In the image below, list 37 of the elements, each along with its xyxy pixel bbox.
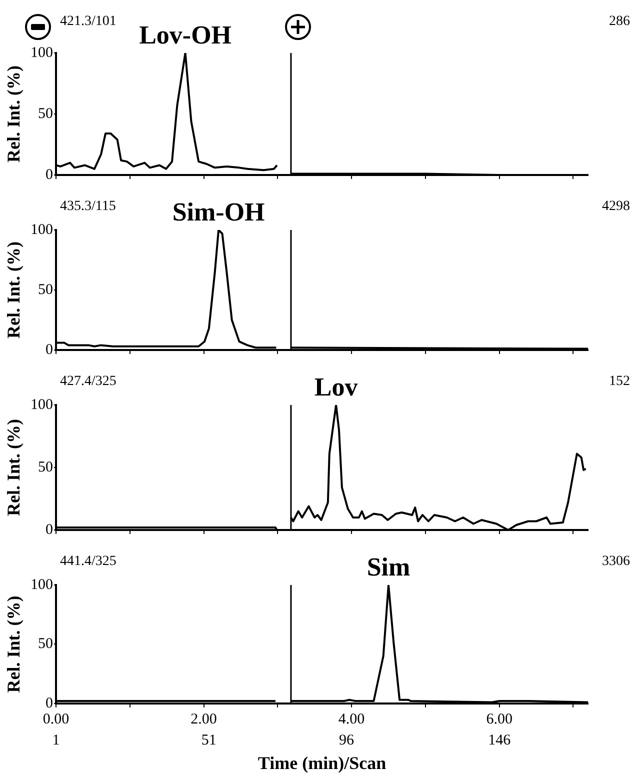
y-tick-label: 0	[46, 695, 53, 712]
y-tick-label: 0	[46, 342, 53, 358]
y-tick-label: 100	[30, 222, 53, 238]
x-tick-label: 0.00	[42, 711, 70, 728]
y-tick-label: 50	[38, 636, 53, 652]
x-axis-title: Time (min)/Scan	[258, 752, 386, 773]
text: 427.4/325	[60, 374, 116, 390]
text: 435.3/115	[60, 199, 116, 215]
y-tick-label: 100	[30, 44, 53, 61]
y-axis-title: Rel. Int. (%)	[3, 596, 24, 693]
y-tick-label: 50	[38, 282, 53, 298]
x2-tick-label: 96	[338, 732, 354, 748]
y-tick-label: 50	[38, 459, 53, 476]
annotation: Sim	[366, 552, 411, 582]
y-tick-label: 50	[38, 106, 53, 122]
x-tick-label: 2.00	[190, 711, 217, 728]
text: 3306	[602, 554, 630, 570]
y-tick-label: 100	[30, 396, 53, 413]
y-axis-title: Rel. Int. (%)	[3, 419, 24, 516]
x2-tick-label: 51	[201, 732, 216, 748]
text: 441.4/325	[60, 554, 116, 570]
y-tick-label: 100	[30, 576, 53, 593]
x2-tick-label: 1	[52, 732, 60, 748]
text: 152	[609, 374, 630, 390]
text: 4298	[602, 199, 630, 215]
text: 421.3/101	[60, 14, 116, 30]
text: 286	[609, 14, 630, 30]
x-tick-label: 4.00	[338, 711, 365, 728]
x-tick-label: 6.00	[486, 711, 512, 728]
x2-tick-label: 146	[488, 732, 512, 748]
y-axis-title: Rel. Int. (%)	[3, 242, 24, 338]
annotation: Lov-OH	[139, 20, 232, 50]
annotation: Lov	[314, 372, 358, 402]
y-tick-label: 0	[46, 166, 53, 183]
y-axis-title: Rel. Int. (%)	[3, 66, 24, 162]
annotation: Sim-OH	[172, 198, 265, 227]
y-tick-label: 0	[46, 522, 53, 538]
